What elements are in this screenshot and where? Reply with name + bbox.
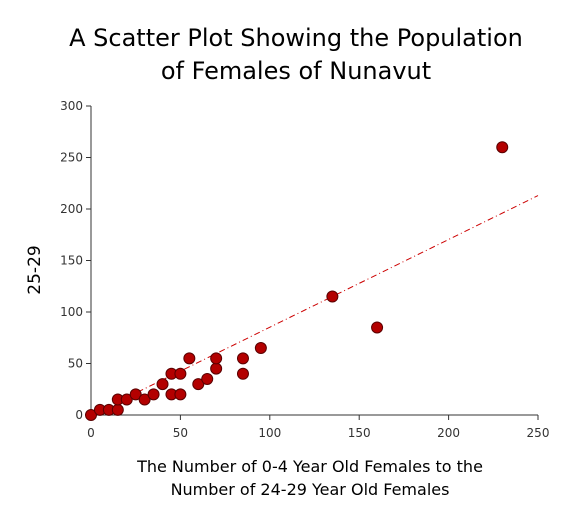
- y-tick-label-5: 250: [60, 151, 83, 165]
- y-tick-label-6: 300: [60, 99, 83, 113]
- data-point-17: [210, 362, 223, 375]
- data-points: [85, 141, 509, 421]
- data-point-5: [120, 393, 133, 406]
- y-tick-label-4: 200: [60, 202, 83, 216]
- data-point-15: [192, 378, 205, 391]
- data-point-6: [129, 388, 142, 401]
- x-tick-label-3: 150: [348, 426, 371, 440]
- y-tick-label-3: 150: [60, 254, 83, 268]
- data-point-16: [201, 372, 214, 385]
- x-axis-label-line-1: The Number of 0-4 Year Old Females to th…: [136, 457, 483, 476]
- x-tick-label-4: 200: [437, 426, 460, 440]
- x-tick-label-0: 0: [87, 426, 95, 440]
- data-point-18: [210, 352, 223, 365]
- axes: 0 50 100 150 200 250 300 0 50 100 150 200 250: [60, 99, 549, 440]
- y-tick-label-2: 100: [60, 305, 83, 319]
- data-point-24: [496, 141, 509, 154]
- chart-title-line-2: of Females of Nunavut: [161, 57, 431, 85]
- data-point-22: [326, 290, 339, 303]
- data-point-0: [85, 409, 97, 421]
- data-point-9: [156, 378, 169, 391]
- data-point-7: [138, 393, 151, 406]
- data-point-13: [174, 388, 187, 401]
- x-tick-label-5: 250: [527, 426, 550, 440]
- data-point-12: [174, 367, 187, 380]
- data-point-8: [147, 388, 160, 401]
- x-tick-label-1: 50: [173, 426, 188, 440]
- data-point-23: [371, 321, 384, 334]
- data-point-14: [183, 352, 196, 365]
- trendline: [90, 195, 539, 416]
- y-tick-label-0: 0: [75, 408, 83, 422]
- data-point-3: [111, 403, 124, 416]
- x-axis-label-line-2: Number of 24-29 Year Old Females: [171, 480, 450, 499]
- y-axis-label: 25-29: [25, 245, 45, 294]
- y-tick-label-1: 50: [68, 357, 83, 371]
- data-point-20: [236, 367, 249, 380]
- x-tick-label-2: 100: [258, 426, 281, 440]
- trendline-group: [90, 195, 539, 416]
- data-point-21: [254, 342, 267, 355]
- data-point-19: [236, 352, 249, 365]
- chart-title-line-1: A Scatter Plot Showing the Population: [69, 24, 523, 52]
